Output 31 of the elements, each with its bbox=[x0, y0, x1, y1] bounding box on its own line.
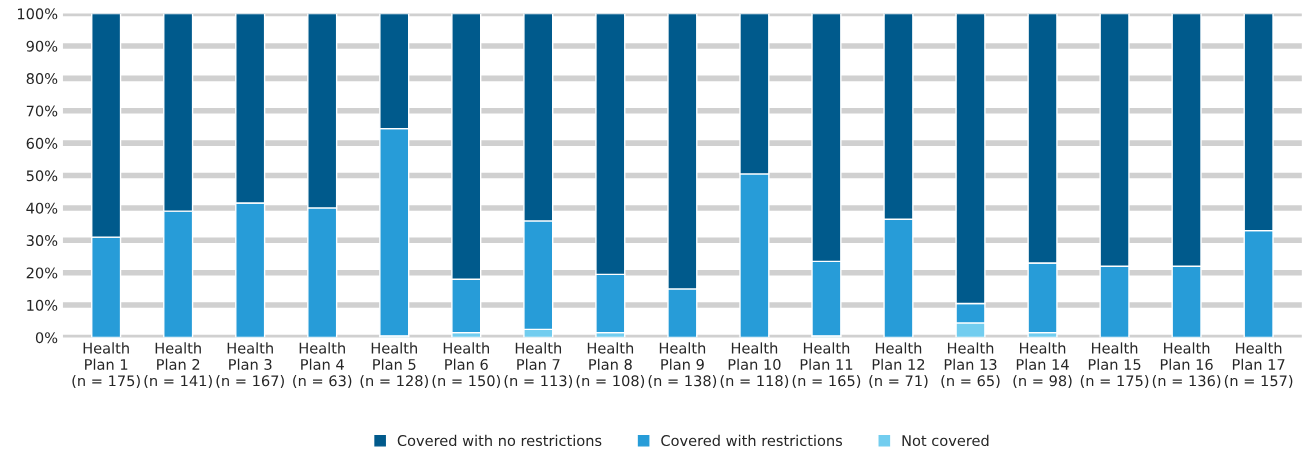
x-tick-label: Health Plan 3 (n = 167) bbox=[216, 342, 284, 389]
x-tick-label: Health Plan 8 (n = 108) bbox=[576, 342, 645, 389]
y-tick-label: 0% bbox=[35, 332, 58, 344]
y-tick-label: 40% bbox=[26, 202, 58, 214]
x-tick-label: Health Plan 11 (n = 165) bbox=[792, 342, 861, 389]
y-tick-label: 20% bbox=[26, 267, 58, 279]
x-tick-label: Health Plan 13 (n = 65) bbox=[941, 342, 1000, 389]
x-tick-label: Health Plan 17 (n = 157) bbox=[1224, 342, 1293, 389]
x-tick-label: Health Plan 4 (n = 63) bbox=[293, 342, 352, 389]
y-tick-label: 10% bbox=[27, 299, 58, 311]
x-tick-label: Health Plan 6 (n = 150) bbox=[432, 342, 501, 389]
y-tick-label: 30% bbox=[26, 235, 58, 247]
legend-label: Not covered bbox=[902, 434, 989, 447]
y-tick-label: 100% bbox=[17, 8, 58, 20]
y-tick-label: 90% bbox=[26, 40, 58, 52]
x-tick-label: Health Plan 1 (n = 175) bbox=[72, 342, 140, 389]
x-tick-label: Health Plan 15 (n = 175) bbox=[1080, 342, 1149, 389]
x-tick-label: Health Plan 7 (n = 113) bbox=[504, 342, 573, 389]
legend-label: Covered with restrictions bbox=[661, 434, 843, 447]
y-tick-label: 60% bbox=[26, 137, 58, 149]
legend-label: Covered with no restrictions bbox=[397, 434, 602, 447]
x-tick-label: Health Plan 10 (n = 118) bbox=[720, 342, 789, 389]
x-tick-label: Health Plan 5 (n = 128) bbox=[360, 342, 428, 389]
x-tick-label: Health Plan 16 (n = 136) bbox=[1152, 342, 1221, 389]
x-tick-label: Health Plan 2 (n = 141) bbox=[144, 342, 212, 389]
y-tick-label: 70% bbox=[26, 105, 58, 117]
y-tick-label: 80% bbox=[26, 73, 58, 85]
x-tick-label: Health Plan 14 (n = 98) bbox=[1013, 342, 1072, 389]
x-tick-label: Health Plan 12 (n = 71) bbox=[869, 342, 928, 389]
y-tick-label: 50% bbox=[26, 170, 58, 182]
x-tick-label: Health Plan 9 (n = 138) bbox=[648, 342, 717, 389]
